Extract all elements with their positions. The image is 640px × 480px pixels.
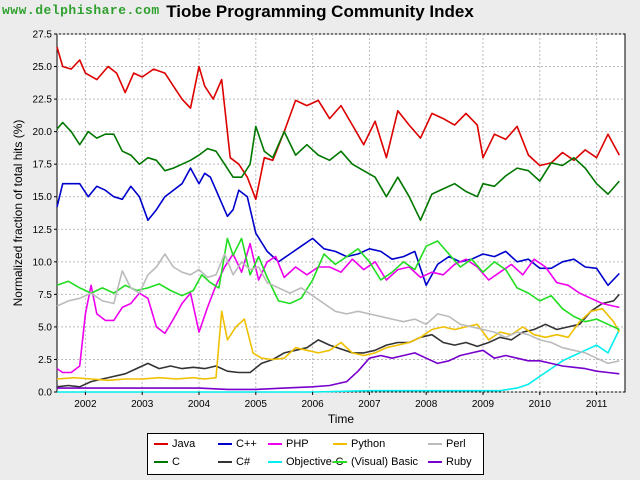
y-tick-label: 27.5 — [33, 30, 53, 41]
legend-swatch — [268, 461, 282, 464]
legend-swatch — [428, 443, 442, 446]
legend-item: PHP — [268, 438, 309, 450]
x-tick-label: 2007 — [358, 399, 381, 410]
y-tick-label: 22.5 — [33, 95, 53, 106]
x-tick-label: 2009 — [472, 399, 495, 410]
legend-label: PHP — [286, 438, 309, 450]
y-tick-label: 7.5 — [38, 290, 52, 301]
series-line-java — [56, 46, 621, 201]
series-line-c — [56, 167, 620, 287]
legend-label: (Visual) Basic — [351, 456, 419, 468]
legend-item: C# — [218, 456, 250, 468]
legend-swatch — [268, 443, 282, 446]
watermark: www.delphishare.com — [2, 3, 160, 18]
legend-swatch — [218, 461, 232, 464]
series-line-ruby — [57, 349, 620, 391]
x-tick-label: 2004 — [188, 399, 211, 410]
legend-label: C++ — [236, 438, 257, 450]
y-tick-label: 2.5 — [38, 355, 52, 366]
legend-swatch — [154, 461, 168, 464]
legend-item: Objective-C — [268, 456, 343, 468]
y-tick-label: 10.0 — [33, 257, 53, 268]
y-tick-label: 0.0 — [38, 388, 52, 399]
x-axis-label: Time — [328, 412, 355, 426]
x-tick-label: 2005 — [245, 399, 268, 410]
legend-label: Objective-C — [286, 456, 344, 468]
legend-label: Perl — [446, 438, 466, 450]
x-tick-label: 2003 — [131, 399, 154, 410]
legend-item: Perl — [428, 438, 466, 450]
series-line-c — [56, 121, 620, 221]
legend-item: (Visual) Basic — [333, 456, 418, 468]
legend-label: C — [172, 456, 180, 468]
x-tick-label: 2006 — [301, 399, 324, 410]
y-tick-label: 20.0 — [33, 127, 53, 138]
legend-label: C# — [236, 456, 251, 468]
y-tick-label: 25.0 — [33, 62, 53, 73]
series-line-c — [56, 293, 620, 388]
legend-item: Python — [333, 438, 385, 450]
legend-item: Java — [154, 438, 195, 450]
legend-swatch — [333, 461, 347, 464]
legend-item: C — [154, 456, 180, 468]
series-line-visual-basic — [56, 237, 620, 331]
series-line-perl — [56, 253, 620, 365]
y-axis-label: Normalized fraction of total hits (%) — [11, 120, 25, 307]
y-tick-label: 15.0 — [33, 192, 53, 203]
legend-label: Python — [351, 438, 386, 450]
legend-item: C++ — [218, 438, 257, 450]
legend-swatch — [333, 443, 347, 446]
legend-swatch — [154, 443, 168, 446]
x-tick-label: 2010 — [529, 399, 552, 410]
x-tick-label: 2011 — [586, 399, 608, 410]
y-tick-label: 17.5 — [33, 160, 53, 171]
axes: 0.0 2.5 5.0 7.5 10.0 12.5 15.0 17.5 20.0 22.5 25.0… — [33, 30, 608, 411]
legend-label: Ruby — [446, 456, 472, 468]
legend-swatch — [428, 461, 442, 464]
series-line-php — [56, 242, 620, 374]
legend-label: Java — [172, 438, 196, 450]
series-layer — [56, 46, 621, 393]
y-tick-label: 5.0 — [38, 322, 52, 333]
x-tick-label: 2002 — [74, 399, 97, 410]
series-line-python — [56, 307, 621, 382]
x-tick-label: 2008 — [415, 399, 438, 410]
legend: Java C++ PHP Python Perl C C# Objective-C (Visua… — [147, 433, 484, 475]
chart-title: Tiobe Programming Community Index — [166, 2, 474, 21]
y-tick-label: 12.5 — [33, 225, 53, 236]
legend-item: Ruby — [428, 456, 472, 468]
legend-swatch — [218, 443, 232, 446]
